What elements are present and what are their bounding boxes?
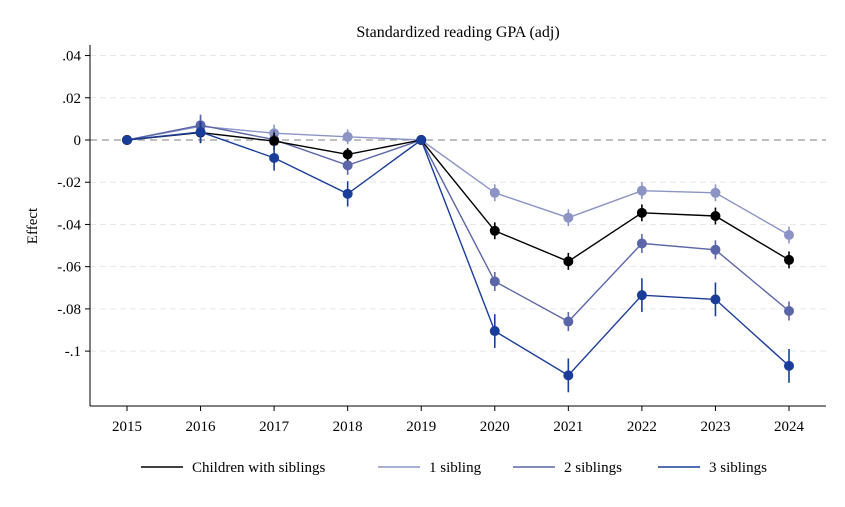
- data-point: [710, 244, 721, 255]
- data-point: [489, 326, 500, 337]
- data-point: [342, 188, 353, 199]
- data-point: [416, 135, 427, 145]
- x-tick-label: 2022: [627, 419, 657, 435]
- data-point: [563, 212, 574, 223]
- x-tick-label: 2015: [112, 419, 142, 435]
- legend-label: 1 sibling: [429, 460, 482, 476]
- legend-label: Children with siblings: [192, 460, 326, 476]
- x-tick-label: 2019: [406, 419, 436, 435]
- data-point: [342, 149, 353, 160]
- data-point: [636, 238, 647, 249]
- grid-lines: [90, 55, 826, 352]
- y-tick-label: -.06: [57, 260, 81, 276]
- data-point: [489, 276, 500, 287]
- data-point: [636, 290, 647, 301]
- y-axis-title: Effect: [25, 207, 41, 244]
- x-tick-label: 2020: [480, 419, 510, 435]
- series-line: [126, 124, 790, 323]
- data-point: [563, 370, 574, 381]
- series-line: [126, 131, 790, 377]
- y-tick-label: -.04: [57, 217, 81, 233]
- y-tick-label: .04: [62, 49, 81, 65]
- data-point: [195, 126, 206, 137]
- data-point: [710, 294, 721, 305]
- legend-label: 3 siblings: [709, 460, 767, 476]
- x-tick-label: 2024: [774, 419, 805, 435]
- data-point: [122, 135, 132, 145]
- data-point: [489, 225, 500, 236]
- legend-item: Children with siblings: [141, 460, 326, 476]
- series-3: [122, 121, 794, 393]
- data-point: [269, 152, 280, 163]
- data-point: [342, 160, 353, 171]
- x-tick-label: 2023: [700, 419, 730, 435]
- data-point: [710, 211, 721, 221]
- data-point: [784, 306, 794, 316]
- y-tick-label: -.02: [57, 175, 81, 191]
- chart-title: Standardized reading GPA (adj): [356, 24, 559, 41]
- x-tick-label: 2021: [553, 419, 583, 435]
- axes: [85, 45, 826, 411]
- series-group: [122, 114, 794, 393]
- data-point: [710, 187, 721, 198]
- y-tick-label: -.08: [57, 302, 81, 318]
- data-point: [342, 131, 353, 142]
- y-tick-label: 0: [74, 133, 82, 149]
- legend-item: 1 sibling: [378, 460, 482, 476]
- data-point: [563, 316, 574, 327]
- x-tick-label: 2017: [259, 419, 290, 435]
- x-tick-label: 2018: [333, 419, 363, 435]
- tick-labels: .04 .02 0 -.02 -.04 -.06 -.08 -.1 2015 2016 2017 20…: [57, 49, 804, 435]
- y-tick-label: -.1: [65, 344, 81, 360]
- data-point: [563, 256, 574, 267]
- data-point: [784, 254, 794, 265]
- data-point: [636, 207, 647, 218]
- data-point: [636, 185, 647, 196]
- data-point: [784, 360, 794, 371]
- data-point: [489, 187, 500, 198]
- legend: Children with siblings 1 sibling 2 sibling…: [141, 460, 767, 476]
- data-point: [269, 136, 280, 147]
- series-line: [126, 125, 790, 236]
- legend-item: 2 siblings: [513, 460, 622, 476]
- series-line: [126, 131, 790, 263]
- x-tick-label: 2016: [186, 419, 217, 435]
- data-point: [784, 230, 794, 240]
- legend-label: 2 siblings: [564, 460, 622, 476]
- legend-item: 3 siblings: [658, 460, 767, 476]
- y-tick-label: .02: [62, 91, 81, 107]
